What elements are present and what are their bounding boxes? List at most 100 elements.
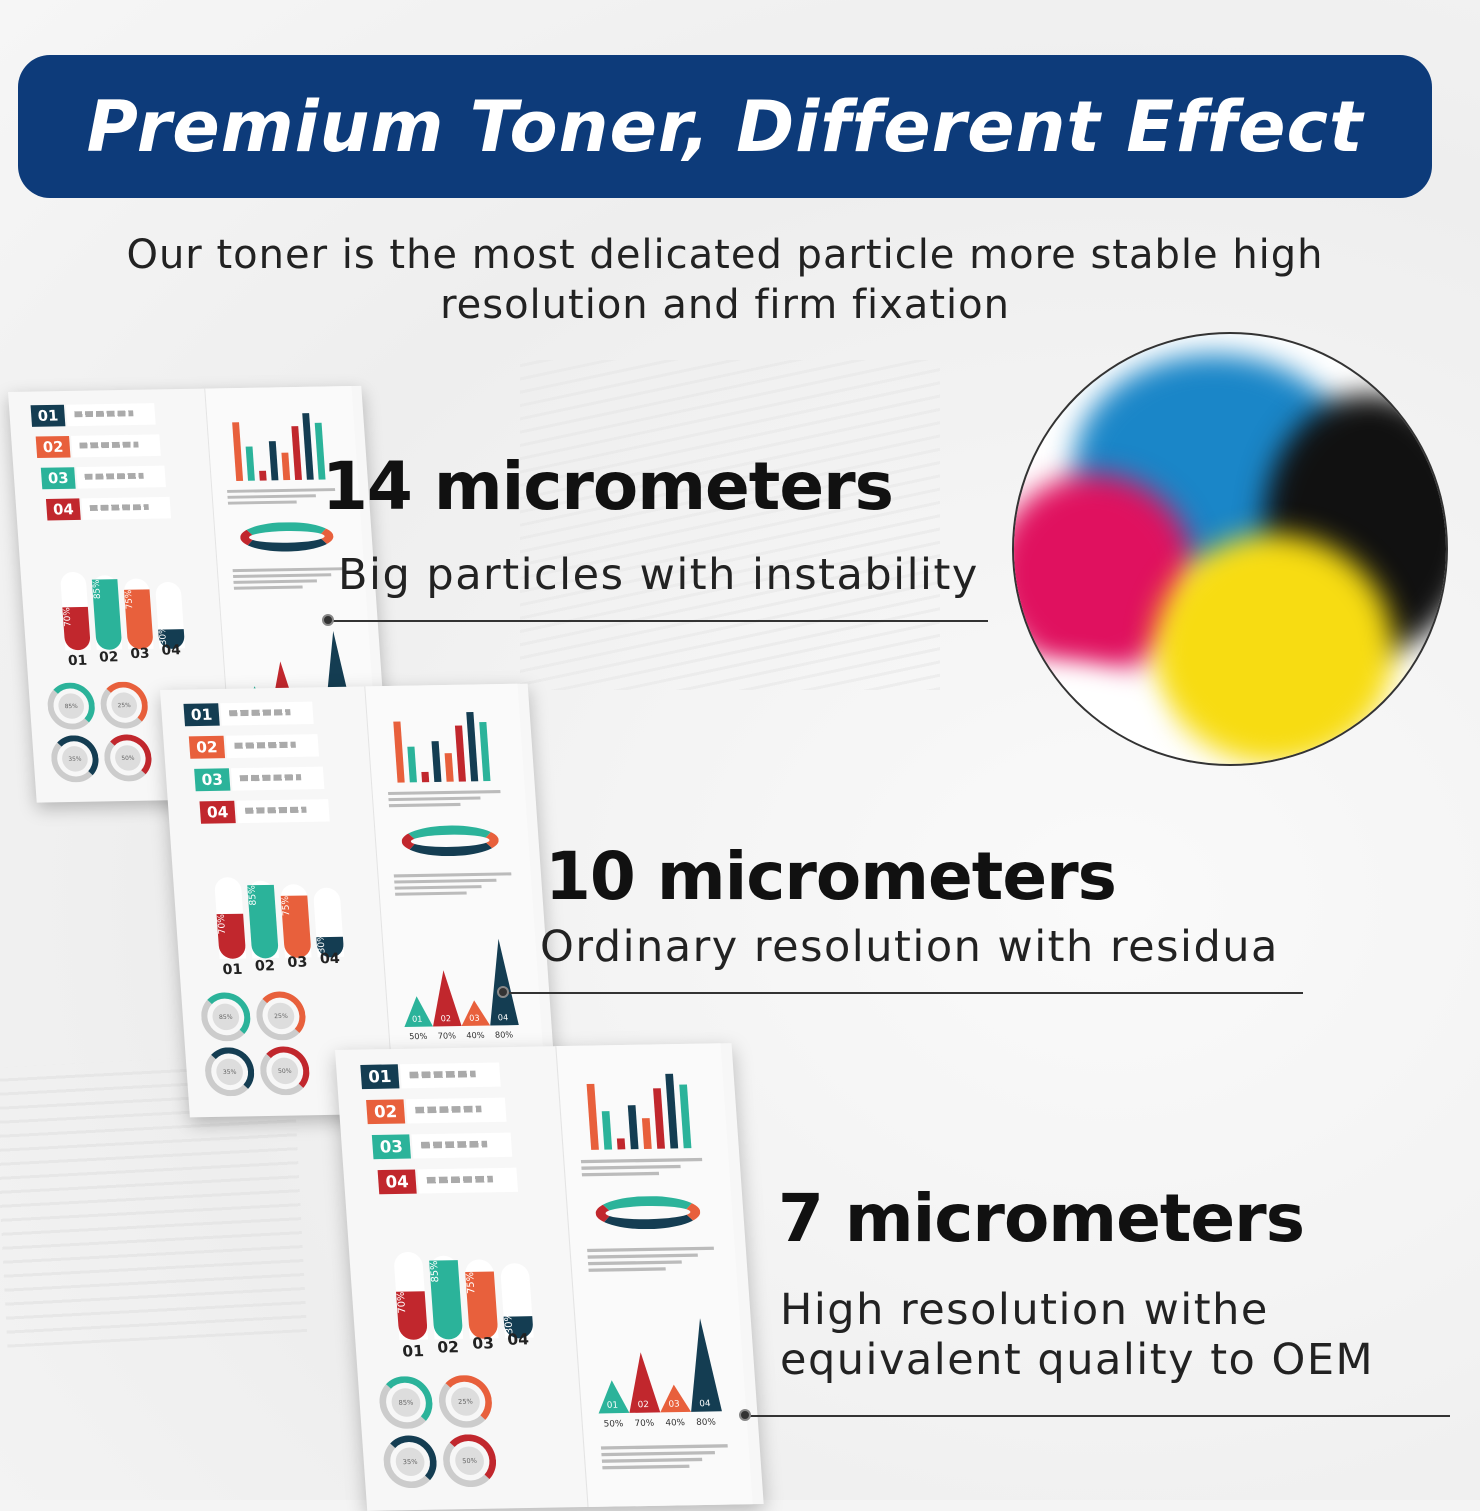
chart-bar (653, 1088, 665, 1149)
sheet-text (395, 891, 467, 896)
triangle-axis-label: 70% (634, 1417, 655, 1429)
donut-label: 85% (211, 1003, 241, 1031)
sheet-text (233, 579, 318, 584)
pill-number: 01 (221, 961, 243, 979)
donut-chart: 25% (437, 1374, 494, 1429)
chart-bar (466, 712, 479, 782)
pill-bar: 30% (499, 1263, 534, 1339)
divider (328, 620, 988, 622)
description-line: High resolution withe (780, 1285, 1269, 1335)
chart-bar (302, 413, 314, 480)
pill-bar: 30% (154, 581, 186, 649)
donut-chart: 85% (377, 1375, 435, 1430)
sheet-triangle-chart: 01 50% 02 70% 03 40% 04 80% (591, 1301, 731, 1429)
pill-bar: 75% (279, 884, 312, 958)
subtitle-line: resolution and firm fixation (440, 282, 1010, 328)
pill-number: 02 (98, 649, 119, 666)
sheet-triangle-chart: 01 50% 02 70% 03 40% 04 80% (397, 923, 527, 1041)
sheet-bar-chart (221, 406, 334, 482)
chart-bar (281, 452, 291, 481)
sheet-text (232, 567, 346, 573)
donut-chart: 50% (258, 1046, 312, 1096)
chart-bar (431, 741, 442, 782)
donut-label: 85% (390, 1388, 422, 1418)
pill-bar: 30% (312, 887, 345, 958)
sheet-text (587, 1253, 698, 1259)
divider (503, 992, 1303, 994)
donut-chart: 35% (381, 1434, 439, 1489)
header-banner: Premium Toner, Different Effect (18, 55, 1432, 198)
sheet-text (405, 1097, 507, 1124)
donut-chart: 50% (102, 734, 154, 782)
pill-value: 85% (91, 578, 123, 650)
donut-label: 35% (61, 745, 89, 772)
sheet-text (417, 1167, 519, 1194)
pill-value: 75% (465, 1271, 499, 1339)
sheet-text (227, 488, 336, 493)
subtitle: Our toner is the most delicated particle… (0, 230, 1450, 330)
sheet-tab: 01 (30, 404, 66, 427)
pill-number: 04 (506, 1331, 530, 1350)
sheet-text (601, 1450, 716, 1457)
chart-bar (259, 470, 267, 481)
sheet-text (225, 734, 320, 759)
pill-value: 75% (123, 589, 154, 650)
pill-value: 70% (396, 1291, 429, 1341)
sheet-tab: 04 (199, 800, 236, 824)
pill-number: 03 (471, 1335, 495, 1354)
donut-label: 50% (454, 1446, 485, 1476)
pill-bar: 70% (214, 877, 247, 959)
triangle-axis-label: 50% (603, 1418, 624, 1429)
ring-chart (400, 824, 500, 857)
sheet-text (232, 573, 332, 578)
pill-number: 02 (436, 1338, 460, 1357)
chart-bar (444, 753, 454, 782)
comparison-heading: 14 micrometers (322, 448, 894, 525)
donut-label: 85% (57, 693, 85, 720)
pill-value: 75% (280, 895, 312, 958)
sheet-pill-chart: 70% 01 85% 02 75% 03 30% 04 (212, 850, 352, 978)
sheet-text (588, 1267, 666, 1272)
pill-bar: 85% (91, 575, 123, 650)
triangle-label: 02 (637, 1399, 650, 1410)
donut-chart: 35% (203, 1046, 256, 1097)
pill-number: 03 (286, 954, 308, 971)
triangle-label: 03 (468, 1013, 480, 1023)
sheet-text (588, 1260, 682, 1266)
ring-chart (239, 521, 335, 553)
donut-chart: 25% (99, 681, 150, 730)
sheet-tab: 04 (377, 1169, 417, 1195)
sheet-tab: 01 (360, 1064, 400, 1090)
donut-label: 50% (114, 745, 142, 771)
sheet-text (70, 434, 161, 458)
pill-bar: 85% (246, 880, 279, 959)
sheet-text (587, 1246, 714, 1253)
chart-bar (291, 426, 302, 480)
chart-bar (421, 771, 430, 783)
pill-number: 01 (401, 1342, 425, 1361)
donut-chart: 85% (46, 682, 97, 730)
sheet-text (580, 1157, 703, 1164)
sheet-pill-chart: 70% 01 85% 02 75% 03 30% 04 (391, 1222, 542, 1361)
donut-chart: 35% (49, 734, 101, 783)
sheet-tab: 03 (194, 768, 231, 792)
sheet-bar-chart (382, 705, 500, 783)
sheet-tab: 01 (183, 703, 220, 727)
sheet-text (220, 701, 314, 726)
sheet-text (227, 494, 316, 499)
chart-bar (407, 746, 417, 783)
ring-chart (594, 1195, 702, 1231)
pointer-dot (322, 614, 334, 626)
chart-bar (393, 721, 405, 783)
sheet-text (387, 790, 501, 796)
sheet-text (236, 799, 330, 824)
donut-chart: 25% (254, 991, 308, 1041)
chart-bar (627, 1105, 639, 1150)
sheet-text (227, 500, 297, 505)
pointer-dot (739, 1409, 751, 1421)
triangle-label: 03 (668, 1398, 681, 1409)
toner-powder-image (1012, 332, 1448, 766)
pill-bar: 75% (464, 1259, 499, 1339)
triangle-axis-label: 40% (466, 1030, 485, 1041)
comparison-description: Ordinary resolution with residua (540, 922, 1279, 972)
